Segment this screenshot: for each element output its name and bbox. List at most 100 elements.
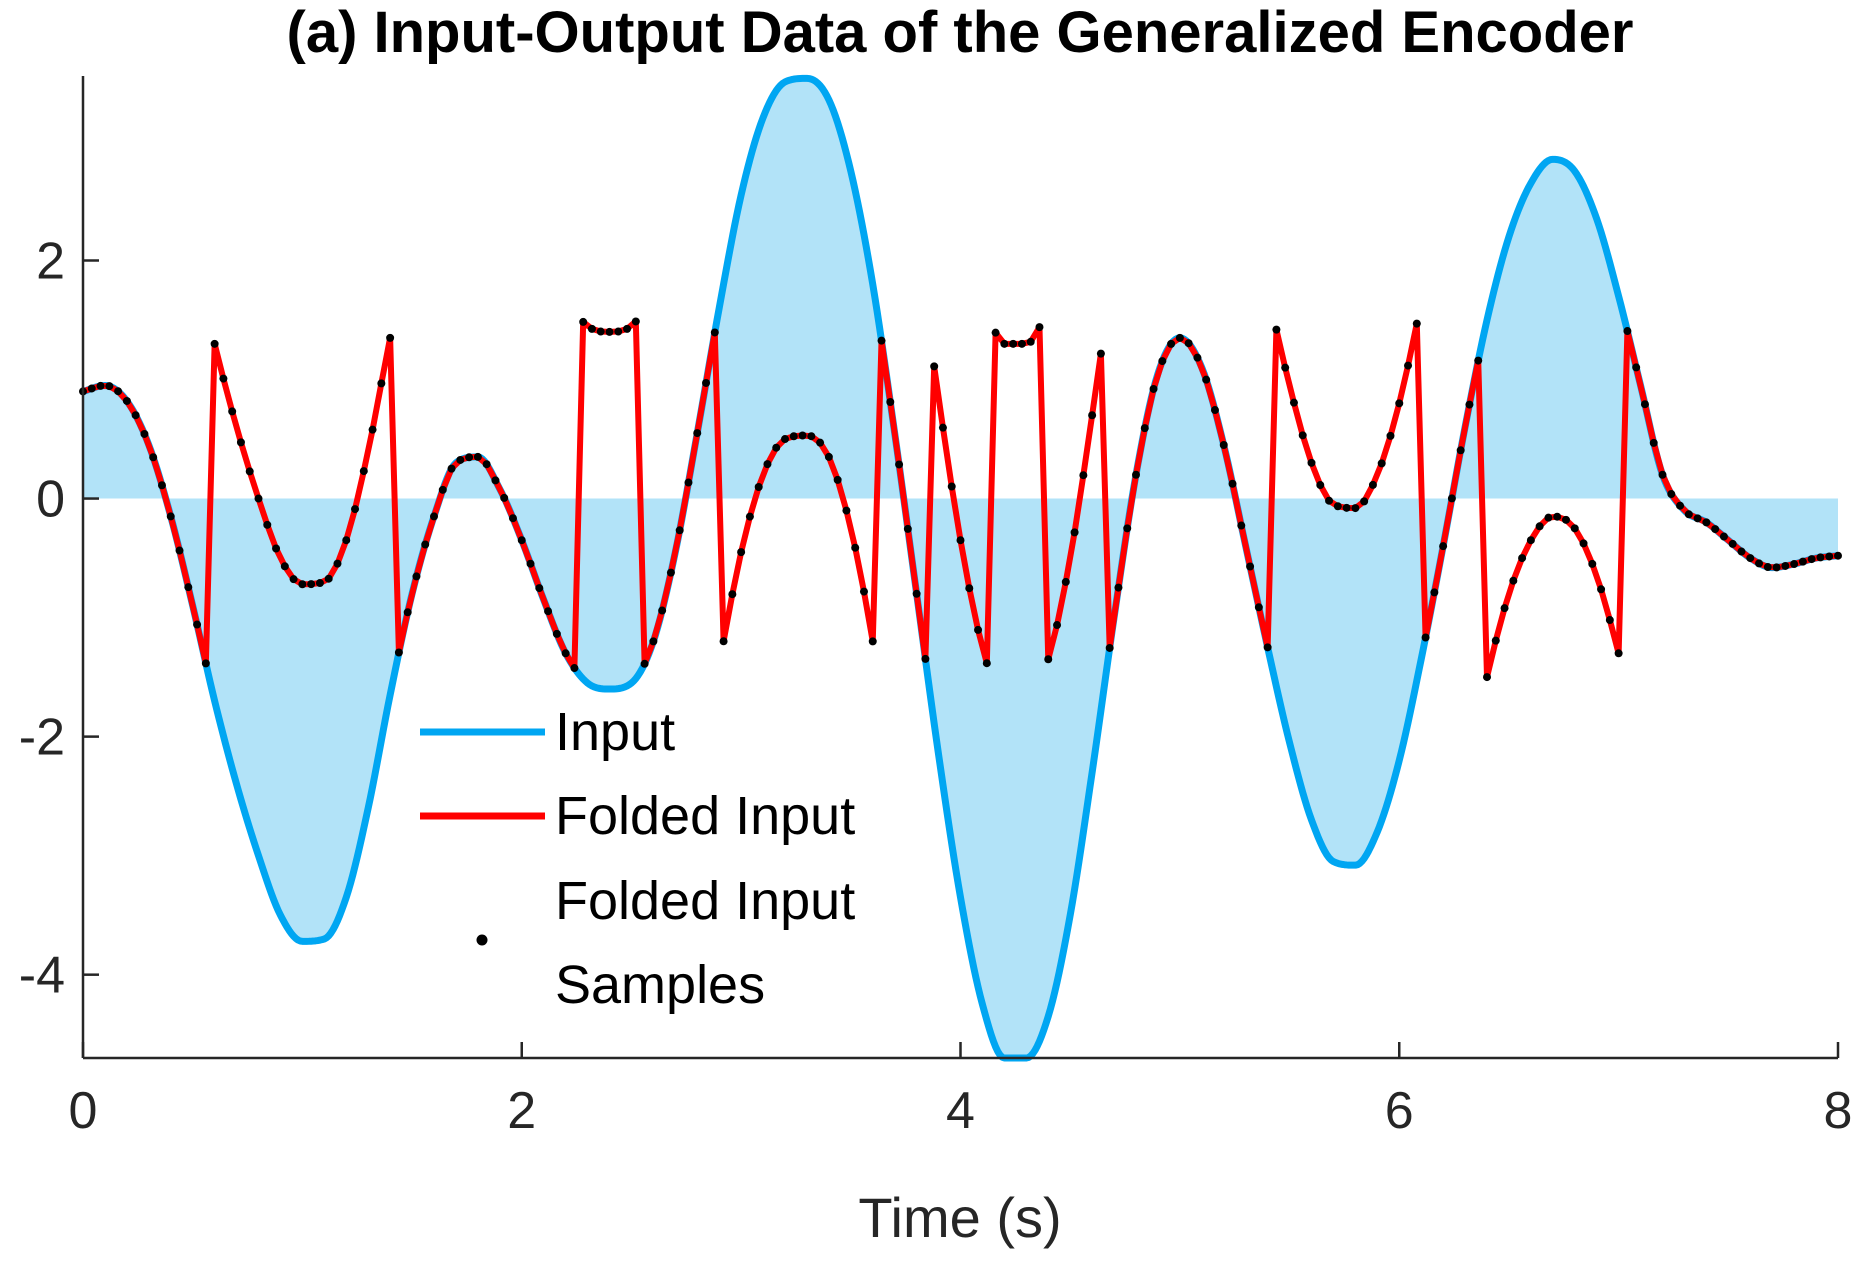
sample-point <box>1623 327 1632 336</box>
sample-point <box>1377 459 1386 468</box>
sample-point <box>675 526 684 535</box>
sample-point <box>807 432 816 441</box>
sample-point <box>386 333 395 342</box>
sample-point <box>1834 551 1842 560</box>
sample-point <box>272 544 281 553</box>
axes: 0 2 4 6 8 2 0 -2 -4 <box>19 76 1852 1140</box>
x-tick-label: 6 <box>1385 1082 1414 1140</box>
x-ticks: 0 2 4 6 8 <box>69 1042 1852 1140</box>
sample-point <box>412 572 421 581</box>
sample-point <box>245 467 254 476</box>
sample-point <box>1281 363 1290 372</box>
sample-point <box>131 411 140 420</box>
sample-point <box>956 536 965 545</box>
sample-point <box>1219 440 1228 449</box>
sample-point <box>789 432 798 441</box>
sample-point <box>114 387 123 396</box>
sample-point <box>1395 399 1404 408</box>
sample-point <box>1167 339 1176 348</box>
sample-point <box>666 568 675 577</box>
sample-point <box>1518 554 1527 563</box>
sample-point <box>544 607 553 616</box>
sample-point <box>342 536 351 545</box>
sample-point <box>1070 528 1079 537</box>
sample-point <box>1158 357 1167 366</box>
sample-point <box>1263 643 1272 652</box>
legend-label-folded-samples-part2: Samples <box>555 955 765 1015</box>
sample-point <box>1719 532 1728 541</box>
sample-point <box>1325 496 1334 505</box>
sample-point <box>658 606 667 615</box>
sample-point <box>623 324 632 333</box>
y-tick-label: -2 <box>19 709 65 767</box>
sample-point <box>122 396 131 405</box>
sample-point <box>816 438 825 447</box>
sample-point <box>587 324 596 333</box>
sample-point <box>1465 400 1474 409</box>
sample-point <box>456 455 465 464</box>
sample-point <box>745 512 754 521</box>
chart-title: (a) Input-Output Data of the Generalized… <box>287 0 1634 65</box>
legend: Input Folded Input Folded Input Samples <box>420 702 855 1015</box>
sample-point <box>1079 471 1088 480</box>
sample-point <box>1684 510 1693 519</box>
sample-point <box>1746 554 1755 563</box>
sample-point <box>1614 649 1623 658</box>
sample-point <box>526 559 535 568</box>
sample-point <box>403 608 412 617</box>
sample-point <box>1579 539 1588 548</box>
sample-point <box>1000 339 1009 348</box>
sample-point <box>921 654 930 663</box>
sample-point <box>1526 536 1535 545</box>
sample-point <box>1597 585 1606 594</box>
sample-point <box>517 536 526 545</box>
sample-point <box>1632 363 1641 372</box>
sample-point <box>1289 398 1298 407</box>
legend-label-folded-samples-line1: Folded Input <box>555 871 855 931</box>
sample-point <box>1702 518 1711 527</box>
sample-point <box>684 478 693 487</box>
sample-point <box>1816 553 1825 562</box>
sample-point <box>763 460 772 469</box>
sample-point <box>1017 339 1026 348</box>
sample-point <box>1500 604 1509 613</box>
sample-point <box>1246 562 1255 571</box>
sample-point <box>1386 431 1395 440</box>
sample-point <box>430 512 438 521</box>
sample-point <box>1640 400 1649 409</box>
sample-point <box>1447 494 1456 503</box>
sample-point <box>859 587 868 596</box>
sample-point <box>1342 503 1351 512</box>
y-tick-label: 0 <box>36 471 65 529</box>
sample-point <box>1711 525 1720 534</box>
sample-point <box>96 381 105 390</box>
sample-point <box>1237 521 1246 530</box>
sample-point <box>1009 339 1018 348</box>
legend-label-folded-samples-part1: Folded Input <box>555 871 855 931</box>
sample-point <box>649 637 658 646</box>
sample-point <box>938 423 947 432</box>
sample-point <box>1114 583 1123 592</box>
sample-point <box>1588 559 1597 568</box>
sample-point <box>105 382 114 391</box>
sample-point <box>184 583 193 592</box>
sample-point <box>895 460 904 469</box>
sample-point <box>1421 633 1430 642</box>
sample-point <box>324 574 333 583</box>
y-ticks: 2 0 -2 -4 <box>19 232 99 1005</box>
sample-point <box>1439 542 1448 551</box>
plot-area <box>79 74 1842 1062</box>
sample-point <box>1228 479 1237 488</box>
sample-point <box>991 328 1000 337</box>
sample-point <box>228 407 237 416</box>
sample-point <box>1474 356 1483 365</box>
sample-point <box>640 659 649 668</box>
sample-point <box>465 453 474 462</box>
sample-point <box>1202 375 1211 384</box>
sample-point <box>1535 522 1544 531</box>
sample-point <box>1053 621 1062 630</box>
sample-point <box>289 575 298 584</box>
sample-point <box>614 327 623 336</box>
sample-point <box>1676 501 1685 510</box>
sample-point <box>315 579 324 588</box>
